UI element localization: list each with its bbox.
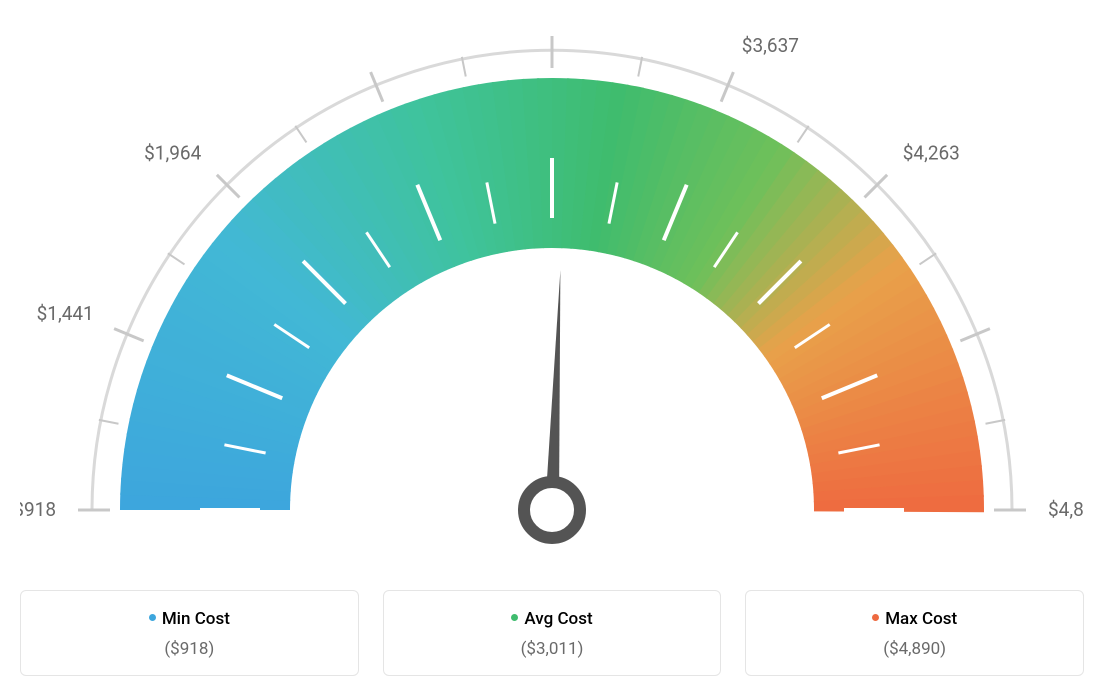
svg-text:$1,441: $1,441 [37,302,94,325]
legend-title-min: Min Cost [31,609,348,629]
legend-title-text: Max Cost [885,609,957,629]
legend-value-avg: ($3,011) [394,639,711,659]
svg-text:$1,964: $1,964 [144,141,201,164]
svg-text:$3,637: $3,637 [742,34,799,57]
dot-icon [149,614,156,621]
legend-value-min: ($918) [31,639,348,659]
legend-card-avg: Avg Cost ($3,011) [383,590,722,676]
cost-gauge-chart: $918$1,441$1,964$3,011$3,637$4,263$4,890… [20,20,1084,676]
dot-icon [511,614,518,621]
dot-icon [872,614,879,621]
gauge-svg: $918$1,441$1,964$3,011$3,637$4,263$4,890 [20,20,1084,560]
legend-title-text: Avg Cost [524,609,592,629]
legend-card-min: Min Cost ($918) [20,590,359,676]
legend-row: Min Cost ($918) Avg Cost ($3,011) Max Co… [20,590,1084,676]
svg-text:$4,890: $4,890 [1048,498,1084,521]
svg-text:$918: $918 [20,498,56,521]
svg-text:$4,263: $4,263 [903,141,960,164]
legend-value-max: ($4,890) [756,639,1073,659]
gauge-svg-wrap: $918$1,441$1,964$3,011$3,637$4,263$4,890 [20,20,1084,560]
legend-title-max: Max Cost [756,609,1073,629]
legend-title-avg: Avg Cost [394,609,711,629]
legend-card-max: Max Cost ($4,890) [745,590,1084,676]
legend-title-text: Min Cost [162,609,230,629]
